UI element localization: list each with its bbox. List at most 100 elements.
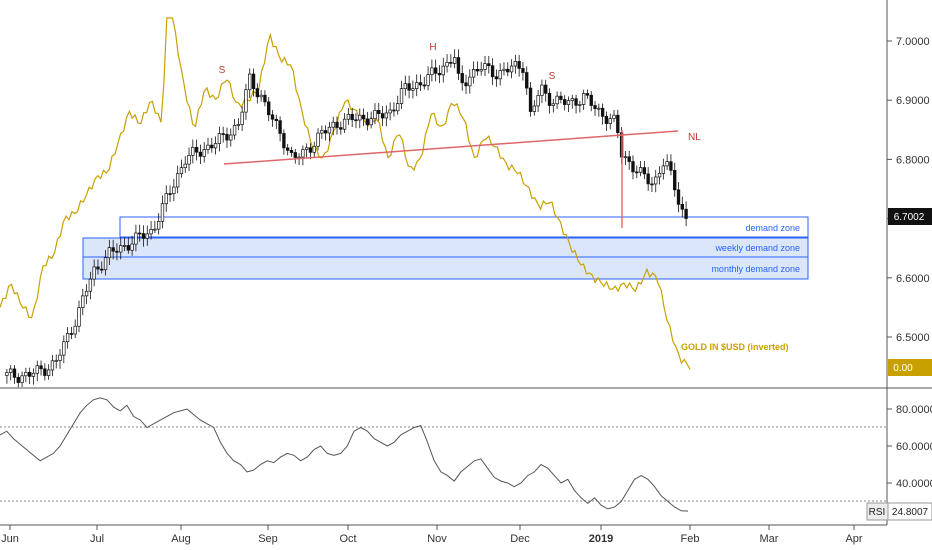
zone-box-weekly[interactable]: [82, 237, 809, 258]
candle-body: [684, 208, 688, 219]
candle-body: [312, 145, 316, 153]
candle-body: [100, 268, 104, 271]
candle-body: [323, 130, 328, 134]
gold-line-path: [0, 17, 691, 370]
candle-body: [547, 92, 552, 106]
candle-body: [612, 114, 616, 119]
candle-body: [240, 111, 244, 125]
candle-body: [502, 68, 506, 71]
candle-body: [27, 371, 32, 377]
candle-body: [559, 95, 563, 100]
candle-body: [479, 69, 483, 72]
candle-body: [365, 118, 370, 126]
gold-value-badge: 0.00: [888, 359, 932, 376]
candle-body: [316, 132, 320, 147]
candle-body: [145, 233, 149, 239]
candle-body: [327, 126, 332, 134]
candle-body: [570, 98, 574, 101]
candle-body: [506, 68, 510, 73]
candle-body: [232, 125, 237, 136]
rsi-scale[interactable]: 80.0000 60.0000 40.0000: [887, 404, 932, 490]
candle-body: [103, 257, 108, 271]
candle-body: [81, 295, 85, 308]
neckline[interactable]: [223, 130, 679, 165]
candle-body: [251, 73, 256, 89]
candle-body: [528, 87, 533, 112]
candle-body: [84, 290, 89, 297]
candle-body: [301, 149, 305, 158]
zone-box-monthly[interactable]: [82, 256, 809, 280]
candle-body: [35, 365, 39, 374]
candle-body: [574, 98, 578, 106]
time-tick-label: Feb: [681, 533, 700, 545]
candle-body: [12, 368, 17, 378]
rsi-value-badge: RSI 24.8007: [866, 502, 932, 521]
candle-body: [259, 94, 263, 98]
candle-body: [676, 189, 681, 205]
candle-body: [593, 105, 597, 109]
time-tick-label: Jul: [90, 533, 104, 545]
candle-body: [585, 93, 590, 96]
candle-body: [635, 171, 639, 174]
candle-body: [168, 193, 172, 195]
candle-body: [130, 243, 134, 251]
candle-body: [403, 83, 407, 89]
candle-body: [289, 150, 294, 153]
candle-body: [411, 88, 415, 91]
zone-box-demand[interactable]: [119, 216, 809, 238]
candle-body: [160, 203, 165, 222]
candle-body: [600, 107, 605, 117]
gold-value-label: 0.00: [893, 363, 913, 374]
candle-body: [54, 360, 58, 362]
candle-body: [39, 365, 43, 370]
candle-body: [456, 57, 461, 74]
candle-body: [198, 151, 203, 157]
candle-body: [111, 247, 115, 252]
candle-body: [50, 360, 55, 371]
candle-body: [206, 144, 210, 150]
candle-body: [5, 372, 9, 376]
candle-body: [122, 245, 127, 247]
candle-body: [187, 155, 191, 165]
price-tick-label: 6.9000: [896, 95, 930, 107]
candle-body: [229, 134, 233, 141]
candle-body: [642, 167, 647, 175]
last-price-label: 6.7002: [894, 212, 925, 223]
candle-body: [399, 88, 404, 104]
candle-body: [498, 70, 502, 80]
candle-body: [521, 68, 525, 73]
rsi-tick-label: 60.0000: [896, 441, 932, 453]
rsi-series: [0, 397, 689, 512]
candle-body: [115, 250, 119, 253]
candle-body: [126, 245, 130, 251]
candle-body: [134, 232, 138, 245]
candle-body: [422, 84, 426, 87]
price-tick-label: 6.6000: [896, 273, 930, 285]
candle-body: [608, 118, 612, 124]
candle-body: [487, 63, 491, 67]
rsi-tick-label: 40.0000: [896, 478, 932, 490]
price-candles: [5, 49, 688, 388]
time-axis[interactable]: Jun Jul Aug Sep Oct Nov Dec 2019 Feb Mar Apr: [1, 525, 863, 545]
candle-body: [65, 333, 70, 343]
pattern-label-head: H: [429, 42, 436, 53]
candle-body: [680, 203, 684, 210]
candle-body: [270, 114, 275, 120]
rsi-value-label: 24.8007: [892, 507, 929, 518]
candle-body: [274, 118, 278, 121]
candle-body: [433, 67, 438, 74]
candle-body: [16, 377, 20, 383]
candle-body: [194, 146, 199, 153]
candle-body: [179, 167, 184, 174]
pattern-label-right-shoulder: S: [549, 71, 556, 82]
time-tick-label: Mar: [760, 533, 779, 545]
candle-body: [441, 65, 445, 76]
candle-body: [646, 173, 650, 185]
candle-body: [578, 104, 582, 106]
candle-body: [20, 375, 24, 383]
gold-overlay: [0, 17, 691, 370]
demand-zones: demand zone weekly demand zone monthly d…: [82, 216, 809, 280]
candle-body: [210, 144, 214, 149]
